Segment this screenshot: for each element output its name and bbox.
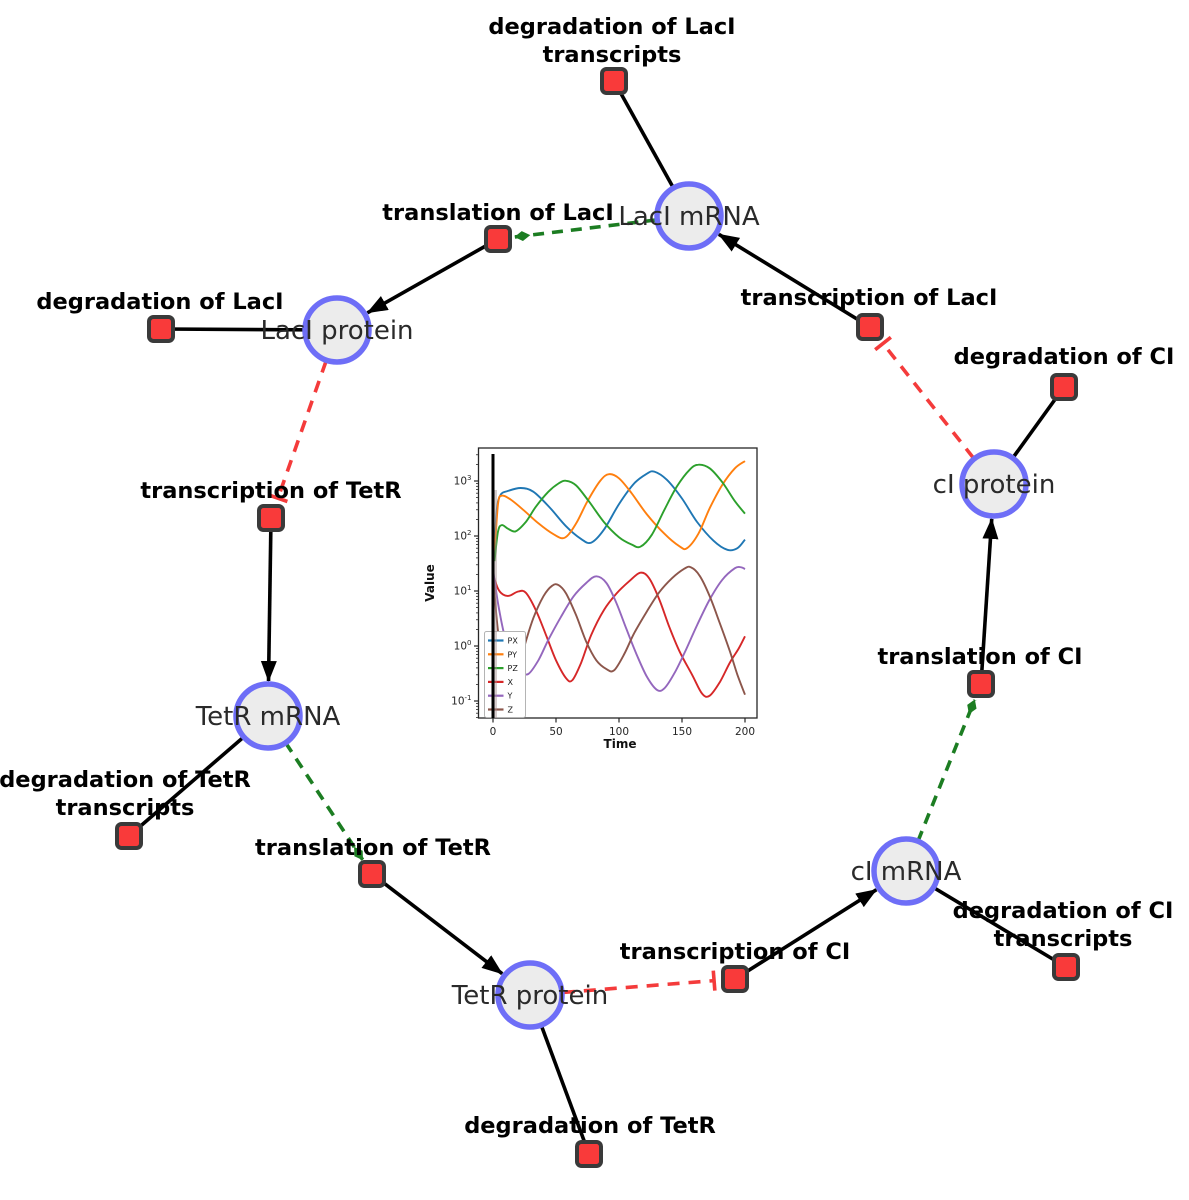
reaction-label-deg-laci-tx-line1: degradation of LacI (488, 14, 735, 40)
svg-text:0: 0 (490, 726, 497, 738)
svg-text:10-1: 10-1 (451, 694, 471, 708)
reaction-node-transl-laci (484, 225, 512, 253)
edge-inhibition-laci-protein-to-transc-tetr (267, 360, 328, 504)
reaction-label-deg-laci-tx-line2: transcripts (543, 42, 682, 68)
edge-modifier-tetr-mrna-to-transl-tetr (284, 741, 365, 861)
chart-series-px (493, 470, 746, 552)
edge-production-transl-ci-to-ci-protein (979, 517, 999, 685)
chart-legend: PX PY PZ XYZ (484, 631, 526, 718)
svg-text:103: 103 (454, 474, 472, 488)
reaction-node-deg-ci (1050, 373, 1078, 401)
reaction-node-transl-tetr (358, 860, 386, 888)
reaction-node-deg-tetr-tx (115, 822, 143, 850)
reaction-nodes-layer (115, 67, 1080, 1168)
chart-series-z (492, 565, 746, 702)
reaction-label-deg-tetr: degradation of TetR (464, 1113, 716, 1139)
species-node-tetr-protein (495, 960, 565, 1030)
chart-axes-frame (477, 447, 758, 719)
chart-x-axis-ticks: 0 50 100 150 200 (490, 718, 755, 738)
chart-xlabel: Time (604, 737, 637, 751)
reaction-label-transl-tetr: translation of TetR (255, 835, 491, 861)
species-node-laci-protein (302, 295, 372, 365)
edge-production-transc-tetr-to-tetr-mrna (260, 517, 277, 683)
reaction-label-transc-ci: transcription of CI (620, 939, 850, 965)
chart-ylabel: Value (423, 564, 437, 602)
reaction-label-transc-laci: transcription of LacI (741, 285, 998, 311)
chart-series-layer (492, 460, 746, 702)
species-label-laci-mrna: LacI mRNA (618, 202, 759, 232)
svg-text:150: 150 (672, 726, 692, 738)
svg-text:50: 50 (549, 726, 562, 738)
species-label-ci-protein: cI protein (933, 470, 1056, 500)
edge-inhibition-ci-protein-to-transc-laci (874, 335, 975, 460)
reaction-node-transc-laci (856, 313, 884, 341)
species-node-ci-protein (959, 449, 1029, 519)
reaction-label-transl-ci: translation of CI (877, 644, 1082, 670)
species-label-laci-protein: LacI protein (260, 316, 413, 346)
species-node-laci-mrna (654, 181, 724, 251)
chart-series-y (492, 565, 746, 692)
reaction-labels-layer: degradation of LacItranscriptstranslatio… (0, 14, 1174, 1139)
reaction-label-deg-tetr-tx-line2: transcripts (56, 795, 195, 821)
legend-label-z: Z (508, 706, 514, 715)
legend-label-x: X (508, 678, 514, 687)
reaction-label-transl-laci: translation of LacI (382, 200, 613, 226)
legend-label-py: PY (508, 650, 518, 659)
reaction-node-deg-tetr (575, 1140, 603, 1168)
edge-production-transl-laci-to-laci-protein (366, 237, 499, 315)
species-label-tetr-mrna: TetR mRNA (195, 702, 341, 732)
reaction-node-transc-ci (721, 965, 749, 993)
edge-modifier-laci-mrna-to-transl-laci (514, 218, 658, 242)
reaction-node-transc-tetr (257, 504, 285, 532)
legend-label-pz: PZ (508, 664, 519, 673)
edge-production-transc-ci-to-ci-mrna (734, 888, 878, 981)
svg-text:100: 100 (454, 639, 472, 653)
species-node-tetr-mrna (233, 681, 303, 751)
chart-series-x (492, 571, 746, 698)
species-nodes-layer: LacI mRNA LacI protein TetR mRNA TetR prote… (195, 181, 1056, 1030)
svg-text:101: 101 (454, 584, 472, 598)
reaction-label-deg-ci-tx-line1: degradation of CI (953, 898, 1174, 924)
chart-series-pz (493, 463, 746, 562)
edge-inhibition-tetr-protein-to-transc-ci (562, 970, 717, 995)
edge-production-transl-tetr-to-tetr-protein (370, 872, 504, 976)
svg-text:200: 200 (735, 726, 755, 738)
edge-modifier-ci-mrna-to-transl-ci (916, 699, 977, 842)
species-node-ci-mrna (871, 836, 941, 906)
reaction-node-transl-ci (967, 670, 995, 698)
reaction-node-deg-laci (147, 315, 175, 343)
chart-initial-transient-band (494, 490, 497, 718)
reaction-label-deg-laci: degradation of LacI (36, 289, 283, 315)
inset-timeseries-chart: 103 102 101 100 10-1 0 50 100 150 200 PX PY PZ XYZ Tim… (423, 447, 758, 751)
chart-series-py (493, 460, 746, 556)
reaction-label-deg-ci: degradation of CI (954, 344, 1175, 370)
reaction-node-deg-laci-tx (600, 67, 628, 95)
reaction-label-transc-tetr: transcription of TetR (140, 478, 401, 504)
species-label-tetr-protein: TetR protein (451, 981, 608, 1011)
legend-label-px: PX (508, 637, 519, 646)
edge-production-transc-laci-to-laci-mrna (717, 232, 871, 329)
edges-layer (127, 80, 1067, 1155)
chart-y-axis-ticks: 103 102 101 100 10-1 (451, 454, 479, 718)
reaction-label-deg-ci-tx-line2: transcripts (994, 926, 1133, 952)
svg-text:100: 100 (609, 726, 629, 738)
reaction-node-deg-ci-tx (1052, 953, 1080, 981)
svg-text:102: 102 (454, 529, 472, 543)
species-label-ci-mrna: cI mRNA (851, 857, 962, 887)
reaction-label-deg-tetr-tx-line1: degradation of TetR (0, 767, 251, 793)
legend-label-y: Y (507, 692, 513, 701)
